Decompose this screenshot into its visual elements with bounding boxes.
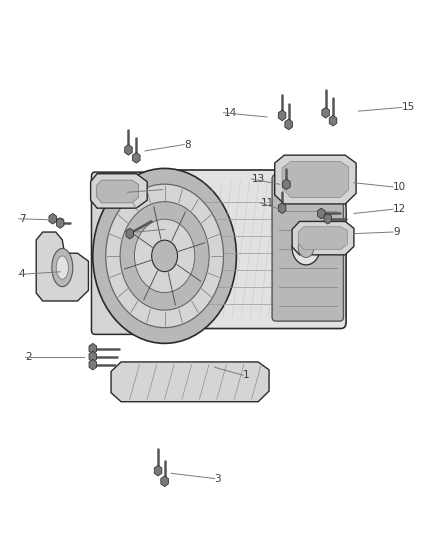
Circle shape xyxy=(106,184,223,328)
Polygon shape xyxy=(322,108,329,118)
Ellipse shape xyxy=(56,256,68,279)
Text: 4: 4 xyxy=(19,270,25,279)
Polygon shape xyxy=(57,217,64,228)
FancyBboxPatch shape xyxy=(272,175,343,321)
Circle shape xyxy=(292,231,320,265)
Text: 3: 3 xyxy=(215,474,221,483)
FancyBboxPatch shape xyxy=(92,172,175,334)
Polygon shape xyxy=(49,214,57,224)
Text: 15: 15 xyxy=(402,102,415,112)
Ellipse shape xyxy=(52,248,73,287)
FancyBboxPatch shape xyxy=(158,182,180,314)
Polygon shape xyxy=(324,214,332,224)
Polygon shape xyxy=(278,110,286,120)
FancyBboxPatch shape xyxy=(164,170,346,328)
Circle shape xyxy=(93,168,237,343)
Text: 8: 8 xyxy=(184,140,191,150)
Text: 2: 2 xyxy=(25,352,32,361)
Circle shape xyxy=(298,238,314,257)
Polygon shape xyxy=(285,119,293,130)
Polygon shape xyxy=(89,359,96,370)
Polygon shape xyxy=(133,152,140,163)
Polygon shape xyxy=(91,174,147,208)
Circle shape xyxy=(152,240,177,272)
Polygon shape xyxy=(298,227,347,249)
Text: 5: 5 xyxy=(162,184,169,195)
Polygon shape xyxy=(161,476,168,487)
Circle shape xyxy=(120,201,209,310)
Polygon shape xyxy=(283,179,290,190)
Text: 1: 1 xyxy=(243,370,250,380)
Text: 13: 13 xyxy=(252,174,265,184)
Text: 6: 6 xyxy=(165,224,171,235)
Text: 9: 9 xyxy=(393,227,400,237)
Polygon shape xyxy=(36,232,88,301)
Circle shape xyxy=(134,219,195,293)
Polygon shape xyxy=(282,161,349,198)
Text: 11: 11 xyxy=(260,198,274,208)
Text: 14: 14 xyxy=(223,108,237,118)
Polygon shape xyxy=(292,221,354,255)
Polygon shape xyxy=(89,351,96,362)
Text: 10: 10 xyxy=(393,182,406,192)
Polygon shape xyxy=(154,465,162,476)
Text: 12: 12 xyxy=(393,204,406,214)
Polygon shape xyxy=(111,362,269,402)
Polygon shape xyxy=(278,203,286,214)
Polygon shape xyxy=(125,144,132,155)
Text: 7: 7 xyxy=(19,214,25,224)
Polygon shape xyxy=(329,115,337,126)
Polygon shape xyxy=(126,228,134,239)
Polygon shape xyxy=(96,180,138,203)
Polygon shape xyxy=(275,155,356,204)
Polygon shape xyxy=(89,343,96,354)
Polygon shape xyxy=(318,208,325,219)
